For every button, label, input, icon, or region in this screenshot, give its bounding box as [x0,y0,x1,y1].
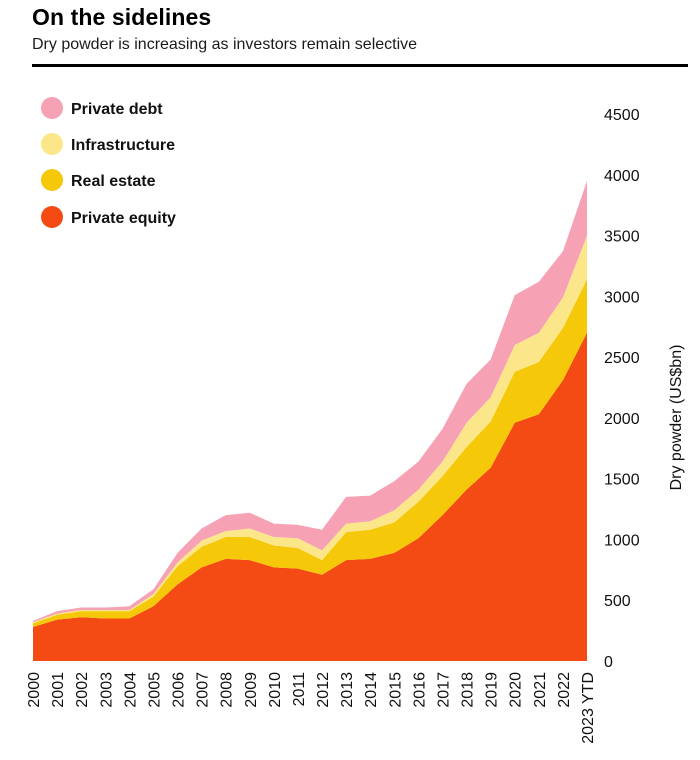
area-real-estate [33,279,587,627]
x-tick-label-2023-ytd: 2023 YTD [580,672,597,744]
chart-header: On the sidelines Dry powder is increasin… [32,2,688,56]
x-tick-label-2009: 2009 [243,672,260,708]
legend-label-private-debt: Private debt [71,101,163,118]
area-layers [33,180,587,661]
legend-item-real-estate: Real estate [41,169,156,191]
x-tick-label-2006: 2006 [171,672,188,708]
y-tick-label-3000: 3000 [604,289,640,306]
title-rule [32,64,688,67]
x-tick-label-2018: 2018 [460,672,477,708]
x-tick-label-2013: 2013 [339,672,356,708]
y-tick-label-4000: 4000 [604,168,640,185]
x-tick-label-2008: 2008 [219,672,236,708]
x-tick-label-2020: 2020 [508,672,525,708]
x-tick-label-2001: 2001 [50,672,67,708]
x-tick-label-2000: 2000 [26,672,43,708]
x-axis: 2000 2001 2002 2003 2004 2005 2006 2007 2008 2009… [26,672,597,744]
x-tick-label-2011: 2011 [291,672,308,707]
legend-item-private-debt: Private debt [41,97,163,119]
legend-swatch-private-debt [41,97,63,119]
legend-item-infrastructure: Infrastructure [41,133,175,155]
legend-label-real-estate: Real estate [71,173,156,190]
chart-title: On the sidelines [32,4,212,30]
x-tick-label-2003: 2003 [98,672,115,708]
area-infrastructure [33,235,587,624]
y-tick-label-2500: 2500 [604,350,640,367]
legend-swatch-infrastructure [41,133,63,155]
y-tick-label-500: 500 [604,593,631,610]
y-tick-label-4500: 4500 [604,107,640,124]
y-tick-label-3500: 3500 [604,229,640,246]
x-tick-label-2012: 2012 [315,672,332,708]
legend-item-private-equity: Private equity [41,206,176,228]
x-tick-label-2004: 2004 [122,672,139,708]
legend-label-infrastructure: Infrastructure [71,137,175,154]
legend-label-private-equity: Private equity [71,210,176,227]
x-tick-label-2016: 2016 [411,672,428,708]
chart-subtitle: Dry powder is increasing as investors re… [32,36,418,53]
x-tick-label-2002: 2002 [74,672,91,708]
y-axis: 0 500 1000 1500 2000 2500 3000 3500 4000 4500 Dry … [604,107,685,671]
x-tick-label-2022: 2022 [556,672,573,708]
x-tick-label-2014: 2014 [363,672,380,708]
x-tick-label-2007: 2007 [195,672,212,708]
area-private-equity [33,332,587,661]
y-tick-label-2000: 2000 [604,411,640,428]
x-tick-label-2017: 2017 [435,672,452,708]
y-tick-label-0: 0 [604,654,613,671]
x-tick-label-2010: 2010 [267,672,284,708]
x-tick-label-2021: 2021 [532,672,549,708]
legend: Private debt Infrastructure Real estate Pri… [41,97,176,228]
x-tick-label-2005: 2005 [146,672,163,708]
legend-swatch-real-estate [41,169,63,191]
x-tick-label-2019: 2019 [484,672,501,708]
legend-swatch-private-equity [41,206,63,228]
area-private-debt [33,180,587,623]
y-tick-label-1000: 1000 [604,532,640,549]
x-tick-label-2015: 2015 [387,672,404,708]
y-axis-title: Dry powder (US$bn) [668,345,685,491]
y-tick-label-1500: 1500 [604,472,640,489]
